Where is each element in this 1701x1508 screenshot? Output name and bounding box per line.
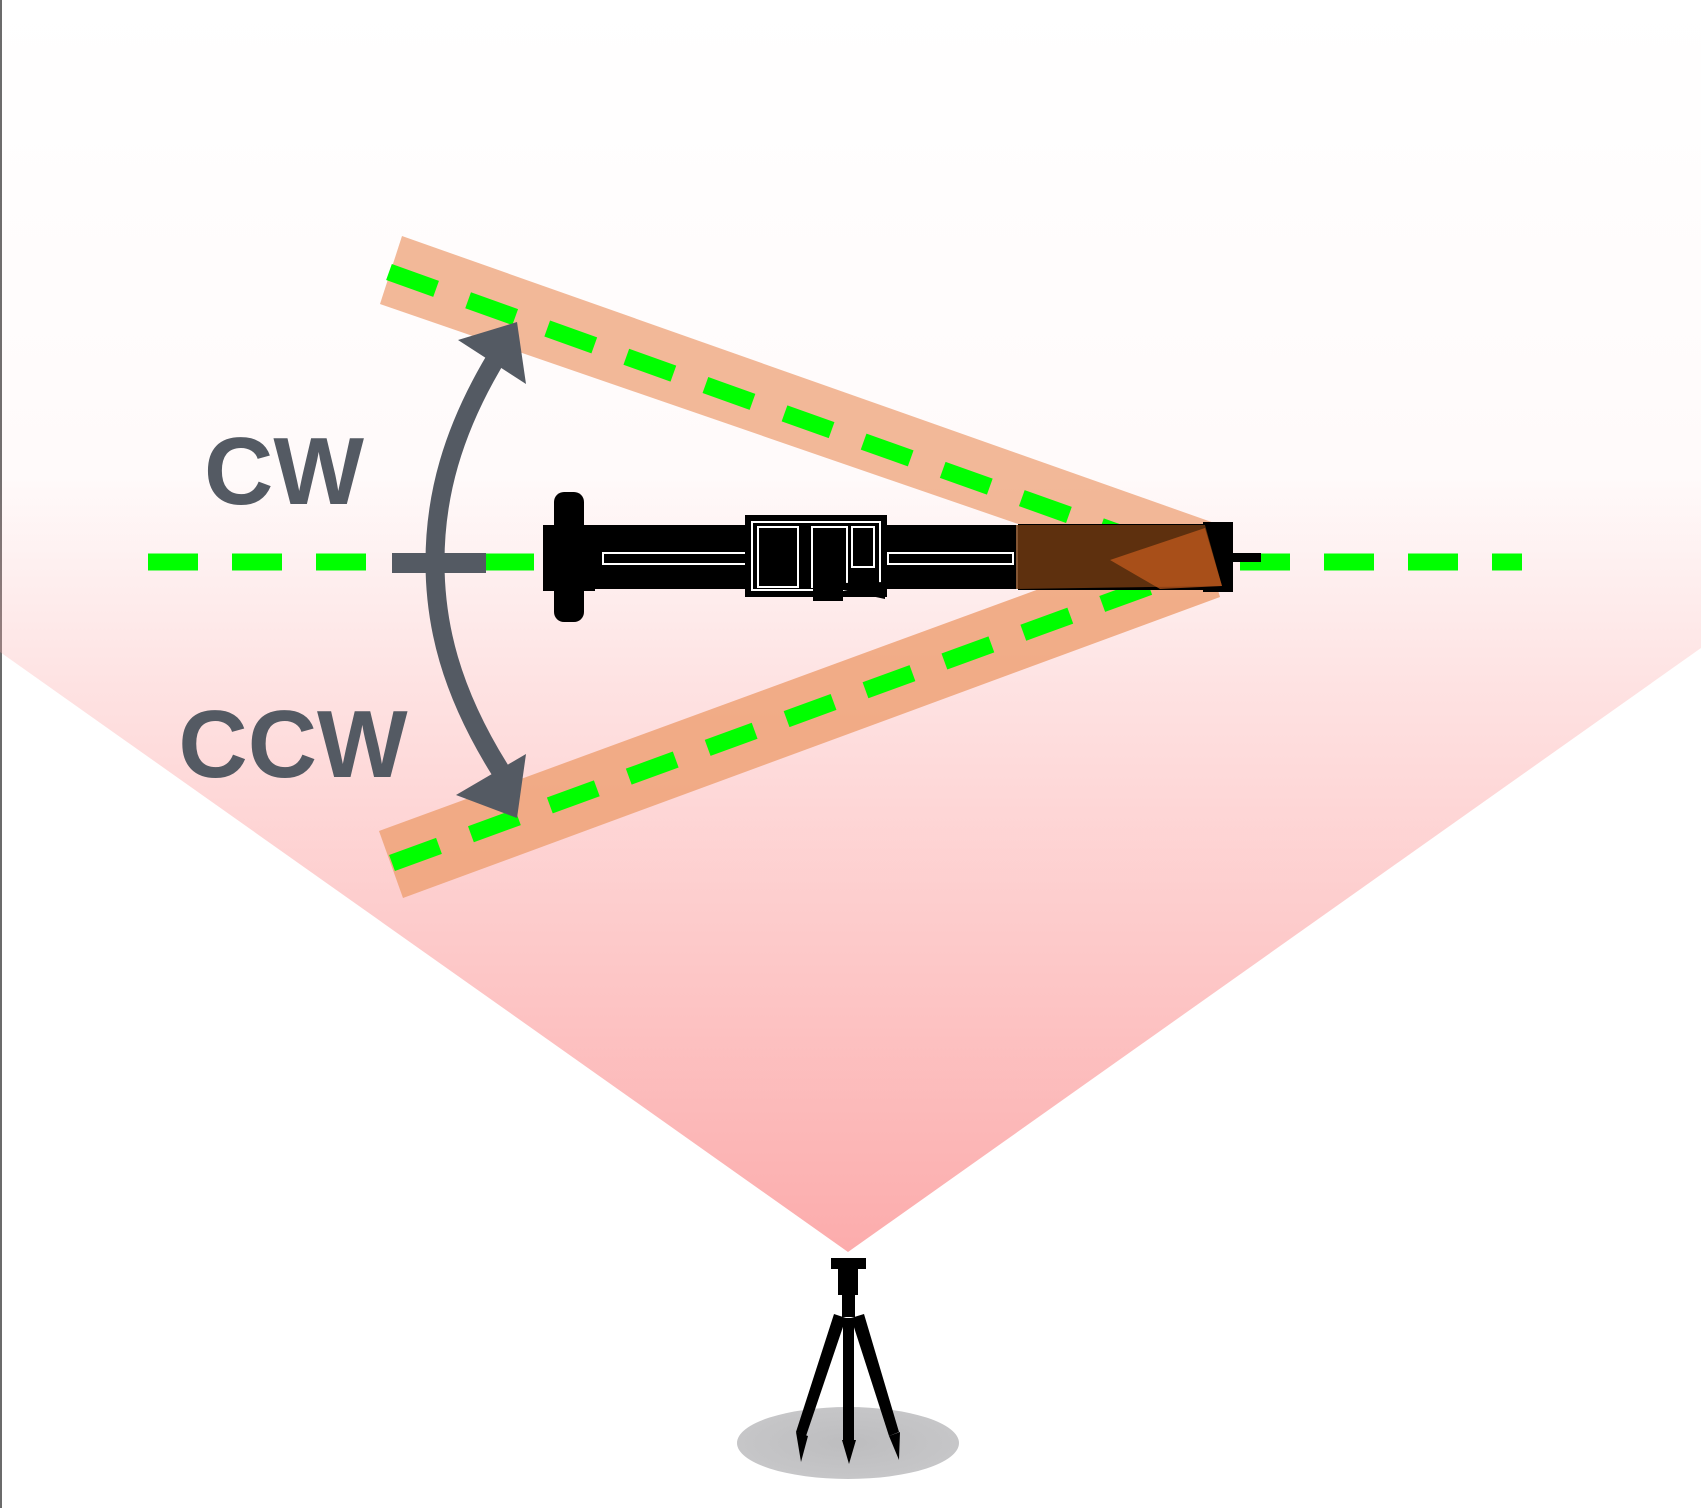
cw-label: CW	[204, 418, 364, 525]
tripod-camera-icon	[737, 1258, 959, 1479]
rotation-arrow-icon	[392, 322, 526, 818]
left-edge-line	[0, 0, 2, 1508]
camera-view-cone	[0, 0, 1701, 1252]
ccw-axis-line	[389, 557, 1212, 871]
ccw-label: CCW	[178, 691, 408, 798]
band-overlap-highlight	[1110, 528, 1222, 589]
pivot-crossbar	[392, 553, 486, 573]
cw-axis-line	[386, 263, 1212, 574]
